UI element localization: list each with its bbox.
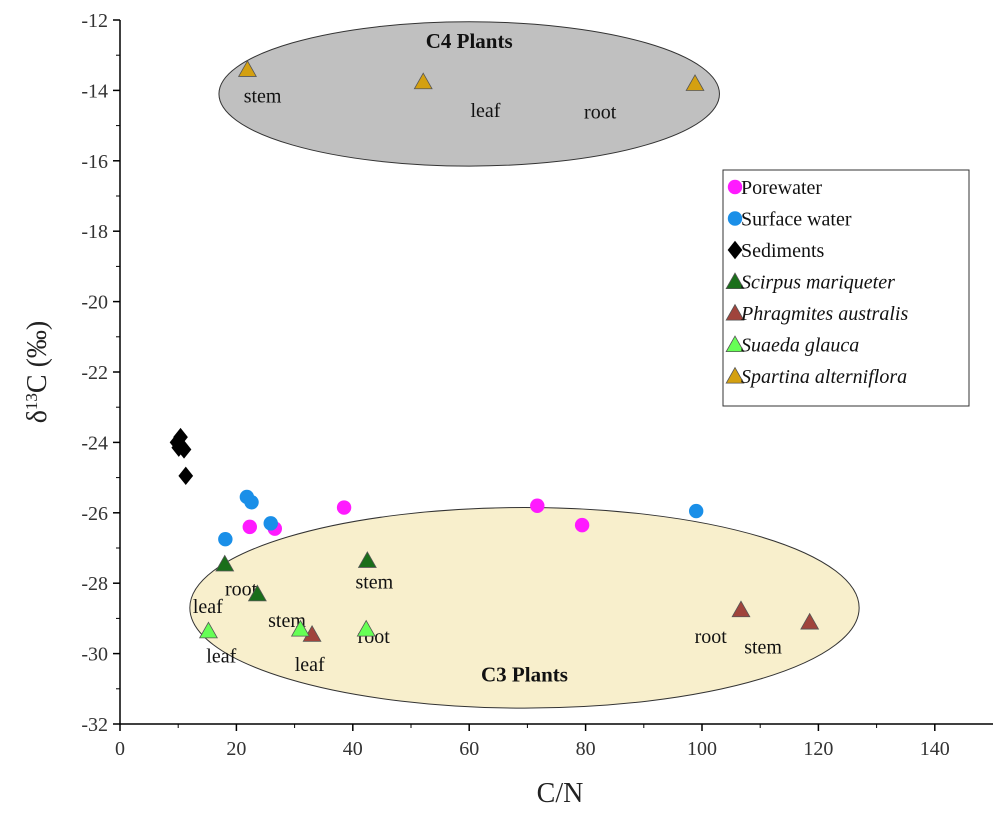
y-tick-label: -24: [81, 432, 108, 454]
data-point: [237, 60, 257, 77]
point-annotation: root: [225, 578, 258, 600]
y-tick-label: -20: [81, 292, 108, 314]
legend-label: Surface water: [741, 209, 852, 231]
legend-marker: [725, 303, 745, 321]
data-point: [290, 619, 310, 637]
data-point: [247, 584, 267, 602]
legend-marker: [727, 240, 743, 260]
y-axis-title-sup: 13: [22, 393, 41, 410]
legend-label: Sediments: [741, 240, 825, 262]
point-annotation: stem: [244, 86, 282, 108]
legend-box: [722, 169, 970, 407]
data-point: [413, 72, 433, 90]
legend-marker: [725, 366, 745, 384]
axes: 0 20 40 60 80 100 120 140 -12 -14 -16 -18 -20 -22 -24 -…: [81, 10, 993, 760]
data-point: [357, 551, 377, 568]
axis-titles: C/N δ13C (‰): [22, 321, 584, 809]
y-axis-title: δ13C (‰): [22, 321, 54, 424]
x-tick-label: 20: [226, 738, 246, 760]
y-tick-label: -30: [81, 644, 108, 666]
region-ellipse: [189, 507, 860, 709]
region-label: C4 Plants: [426, 29, 513, 53]
x-tick-label: 80: [576, 738, 596, 760]
data-point: [688, 503, 704, 519]
x-tick-label: 0: [115, 738, 125, 760]
legend-marker: [727, 211, 743, 226]
data-point: [800, 612, 820, 630]
data-point: [218, 532, 233, 547]
point-annotation: leaf: [295, 654, 325, 676]
y-tick-label: -12: [81, 10, 108, 32]
x-tick-label: 40: [343, 738, 363, 760]
point-annotation: stem: [744, 637, 782, 659]
x-axis-title: C/N: [537, 778, 584, 809]
data-point: [178, 466, 194, 486]
data-point: [215, 554, 235, 572]
y-tick-label: -22: [81, 362, 108, 384]
y-axis-title-rest: C (‰): [22, 321, 53, 393]
point-annotation: leaf: [193, 596, 223, 618]
data-point: [169, 433, 185, 452]
data-point: [263, 516, 278, 531]
point-annotation: leaf: [206, 645, 236, 667]
data-point: [176, 440, 192, 459]
plant-type-regions: C4 Plants C3 Plants: [189, 21, 860, 709]
data-point: [574, 517, 590, 533]
data-point: [336, 500, 352, 515]
y-tick-label: -32: [81, 714, 108, 736]
legend-label: Porewater: [741, 177, 822, 199]
legend-label: Phragmites australis: [740, 303, 908, 325]
point-annotation: stem: [355, 571, 393, 593]
y-tick-label: -14: [81, 80, 108, 102]
x-tick-label: 60: [459, 738, 479, 760]
legend-label: Spartina alterniflora: [741, 366, 907, 388]
legend-marker: [725, 272, 745, 290]
legend: Porewater Surface water Sediments Scirpus m…: [722, 169, 970, 407]
data-point: [198, 621, 218, 639]
point-annotation: root: [695, 626, 728, 648]
y-tick-label: -18: [81, 221, 108, 243]
legend-label: Scirpus mariqueter: [741, 272, 895, 294]
data-points: [169, 60, 820, 642]
data-point: [685, 74, 705, 91]
data-point: [242, 519, 257, 535]
x-tick-label: 120: [803, 738, 833, 760]
x-tick-label: 100: [687, 738, 717, 760]
legend-marker: [725, 335, 745, 353]
y-tick-label: -16: [81, 151, 108, 173]
legend-marker: [727, 179, 743, 195]
y-tick-label: -28: [81, 573, 108, 595]
point-annotation: leaf: [471, 100, 501, 122]
data-point: [530, 498, 545, 513]
data-point: [356, 619, 376, 637]
x-tick-label: 140: [920, 738, 950, 760]
data-point: [244, 495, 259, 510]
region-ellipse: [218, 21, 720, 167]
legend-label: Suaeda glauca: [741, 335, 859, 357]
data-point: [731, 600, 751, 618]
point-annotation: root: [584, 102, 617, 124]
y-tick-label: -26: [81, 503, 108, 525]
region-label: C3 Plants: [481, 663, 568, 687]
data-point: [173, 427, 188, 447]
y-axis-title-delta: δ: [22, 410, 53, 423]
